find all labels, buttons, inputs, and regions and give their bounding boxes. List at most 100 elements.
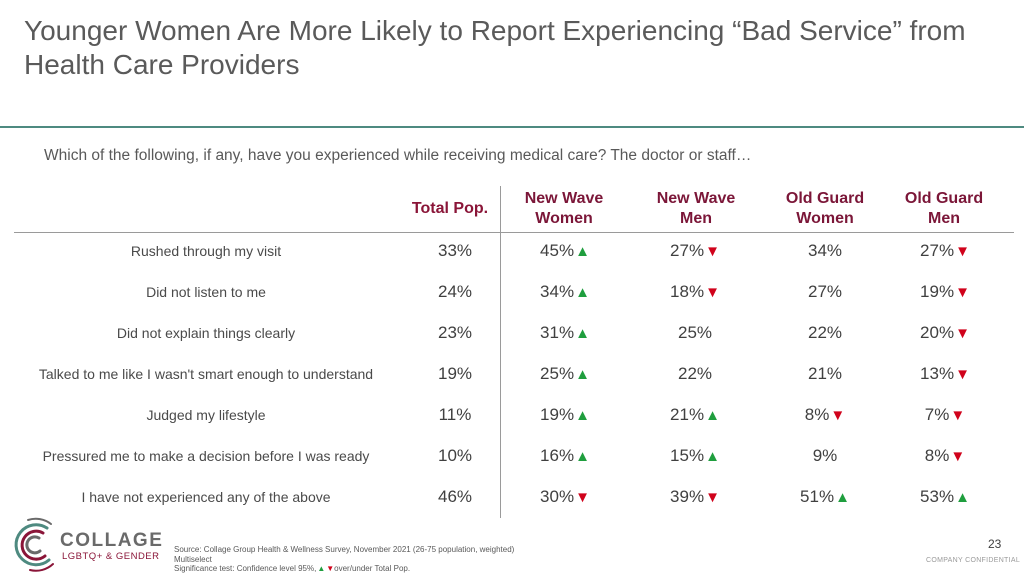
confidential-label: COMPANY CONFIDENTIAL [926,557,1021,564]
cell-value: 46% [437,487,473,506]
down-arrow-icon: ▼ [955,325,970,342]
cell-value: 18% [670,282,705,301]
column-header-line1: New Wave [524,190,604,207]
table-cell: 15%▲ [640,446,750,466]
table-row: Did not listen to me 24% 34%▲ 18%▼ 27% 19%▼ [0,273,1024,314]
table-cell: 20%▼ [890,323,1000,343]
table-cell: 18%▼ [640,282,750,302]
table-cell: 30%▼ [510,487,620,507]
table-row: Did not explain things clearly 23% 31%▲ 25%… [0,314,1024,355]
row-label: I have not experienced any of the above [81,489,331,505]
up-arrow-icon: ▲ [575,325,590,342]
down-arrow-icon: ▼ [950,448,966,465]
table-cell: 53%▲ [890,487,1000,507]
footnote-multiselect: Multiselect [174,554,212,564]
cell-value: 24% [437,282,473,301]
cell-value: 16% [540,446,575,465]
column-header-new-wave-women: New Wave Women [506,187,622,231]
cell-value: 19% [920,282,955,301]
cell-value: 45% [540,241,575,260]
row-label: Pressured me to make a decision before I… [42,448,370,464]
column-divider [500,186,501,518]
cell-value: 7% [924,405,950,424]
column-header-line2: Men [928,210,960,227]
up-arrow-icon: ▲ [705,448,720,465]
down-arrow-icon: ▼ [830,407,846,424]
up-arrow-icon: ▲ [575,284,590,301]
up-arrow-icon: ▲ [705,407,720,424]
column-header-line2: Men [680,210,712,227]
cell-value: 34% [540,282,575,301]
table-cell: 27%▼ [640,241,750,261]
slide-title: Younger Women Are More Likely to Report … [24,15,966,80]
page-number: 23 [988,537,1002,551]
cell-value: 33% [437,241,473,260]
brand-tagline: LGBTQ+ & GENDER [62,551,160,562]
footnote: Source: Collage Group Health & Wellness … [174,545,514,574]
footnote-source: Source: Collage Group Health & Wellness … [174,545,515,554]
down-arrow-icon: ▼ [955,284,970,301]
cell-value: 8% [804,405,830,424]
table-cell: 16%▲ [510,446,620,466]
table-cell: 13%▼ [890,364,1000,384]
table-cell: 19%▲ [510,405,620,425]
table-cell: 19% [400,364,510,384]
cell-value: 39% [670,487,705,506]
column-header-old-guard-women: Old Guard Women [767,187,883,231]
table-cell: 27%▼ [890,241,1000,261]
table-cell: 24% [400,282,510,302]
table-row: Judged my lifestyle 11% 19%▲ 21%▲ 8%▼ 7%▼ [0,396,1024,437]
down-arrow-icon: ▼ [950,407,966,424]
row-label: Talked to me like I wasn't smart enough … [38,366,374,382]
cell-value: 11% [438,405,472,424]
table-cell: 23% [400,323,510,343]
row-label: Judged my lifestyle [146,407,266,423]
table-cell: 34%▲ [510,282,620,302]
column-header-line1: Old Guard [785,190,865,207]
footnote-sig-suffix: over/under Total Pop. [334,564,411,573]
table-cell: 21%▲ [640,405,750,425]
down-arrow-icon: ▼ [955,243,970,260]
collage-logo-icon [14,517,54,572]
table-cell: 19%▼ [890,282,1000,302]
row-label: Did not listen to me [146,284,266,300]
column-header-new-wave-men: New Wave Men [638,187,754,231]
cell-value: 30% [540,487,575,506]
up-arrow-icon: ▲ [575,407,590,424]
cell-value: 31% [540,323,575,342]
cell-value: 20% [920,323,955,342]
table-row: Talked to me like I wasn't smart enough … [0,355,1024,396]
cell-value: 10% [437,446,473,465]
brand-name: COLLAGE [60,530,164,551]
up-arrow-icon: ▲ [835,489,850,506]
footnote-significance: Significance test: Confidence level 95%,… [174,564,514,574]
cell-value: 25% [677,323,713,342]
survey-question: Which of the following, if any, have you… [44,147,752,164]
down-arrow-icon: ▼ [705,243,720,260]
table-cell: 8%▼ [890,446,1000,466]
table-cell: 46% [400,487,510,507]
up-arrow-icon: ▲ [575,366,590,383]
table-cell: 51%▲ [770,487,880,507]
table-cell: 27% [770,282,880,302]
cell-value: 8% [924,446,950,465]
up-arrow-icon: ▲ [575,448,590,465]
cell-value: 19% [540,405,575,424]
cell-value: 27% [807,282,843,301]
column-header-line2: Women [796,210,854,227]
table-cell: 9% [770,446,880,466]
row-label: Rushed through my visit [130,243,282,259]
cell-value: 19% [437,364,473,383]
down-arrow-icon: ▼ [705,284,720,301]
cell-value: 13% [920,364,955,383]
cell-value: 34% [807,241,843,260]
up-arrow-icon: ▲ [575,243,590,260]
table-cell: 31%▲ [510,323,620,343]
table-cell: 34% [770,241,880,261]
cell-value: 25% [540,364,575,383]
table-cell: 25%▲ [510,364,620,384]
table-cell: 22% [640,364,750,384]
down-arrow-icon: ▼ [326,564,335,573]
title-divider [0,126,1024,128]
table-cell: 45%▲ [510,241,620,261]
